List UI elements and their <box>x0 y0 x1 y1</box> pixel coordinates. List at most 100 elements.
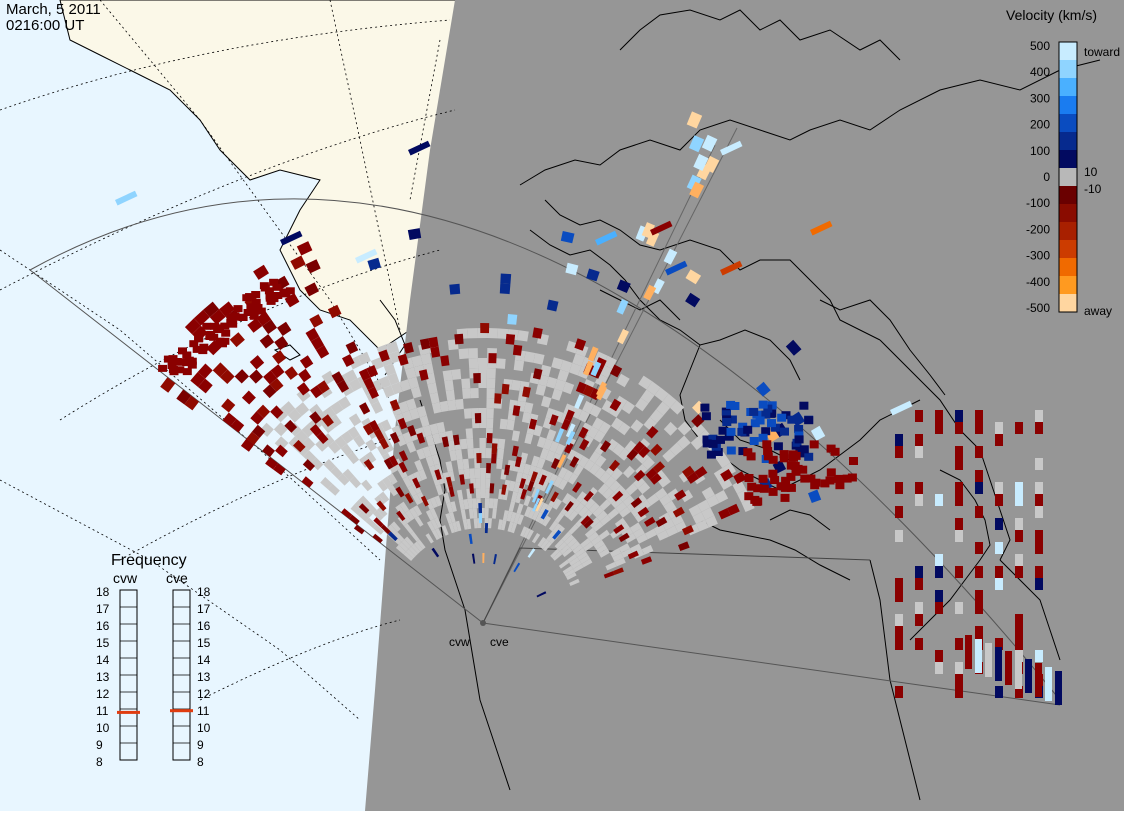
scatter-cell <box>449 512 456 523</box>
scatter-cell <box>1055 671 1062 705</box>
scatter-cell <box>584 498 596 510</box>
scatter-cell <box>229 332 245 348</box>
scatter-cell <box>935 422 943 434</box>
scatter-cell <box>616 279 631 293</box>
scatter-cell <box>559 544 570 555</box>
scatter-cell <box>389 350 402 364</box>
scatter-cell <box>373 510 384 521</box>
scatter-cell <box>533 353 545 365</box>
scatter-cell <box>465 428 473 439</box>
scatter-cell <box>788 453 798 462</box>
scatter-cell <box>662 449 676 463</box>
scatter-cell <box>533 424 543 437</box>
scatter-cell <box>353 524 365 535</box>
scatter-cell <box>401 539 412 549</box>
scatter-cell <box>434 469 442 481</box>
scatter-cell <box>485 448 492 459</box>
scatter-cell <box>460 438 468 450</box>
scatter-cell <box>504 464 511 476</box>
scatter-cell <box>834 474 844 483</box>
scatter-cell <box>406 441 417 453</box>
scatter-cell <box>450 501 457 512</box>
scatter-cell <box>636 533 648 544</box>
scatter-cell <box>512 344 523 356</box>
scatter-cell <box>363 459 375 471</box>
scatter-cell <box>749 407 759 416</box>
scatter-cell <box>1015 655 1022 689</box>
scatter-cell <box>399 379 411 392</box>
scatter-cell <box>594 455 607 468</box>
scatter-cell <box>701 507 715 520</box>
scatter-cell <box>975 410 983 422</box>
scatter-cell <box>404 492 414 504</box>
scatter-cell <box>531 455 540 467</box>
legend-color-segment <box>1059 132 1077 151</box>
frequency-tick-left: 16 <box>96 619 110 633</box>
scatter-cell <box>246 431 260 445</box>
scatter-cell <box>557 467 568 479</box>
scatter-cell <box>525 474 534 486</box>
scatter-cell <box>468 348 478 359</box>
scatter-cell <box>826 468 836 477</box>
scatter-cell <box>955 446 963 458</box>
scatter-cell <box>284 293 300 308</box>
scatter-cell <box>895 578 903 590</box>
scatter-cell <box>401 410 413 423</box>
scatter-cell <box>820 479 830 488</box>
scatter-cell <box>193 309 210 326</box>
scatter-cell <box>486 378 496 389</box>
scatter-cell <box>431 454 440 466</box>
scatter-cell <box>426 520 436 532</box>
scatter-cell <box>655 516 668 528</box>
scatter-cell <box>434 495 442 507</box>
scatter-cell <box>473 373 481 384</box>
scatter-cell <box>567 473 579 485</box>
scatter-cell <box>915 578 923 590</box>
legend-tick: 200 <box>1030 118 1050 132</box>
scatter-cell <box>394 531 405 542</box>
scatter-cell <box>327 304 342 319</box>
scatter-cell <box>737 427 747 436</box>
scatter-cell <box>622 465 636 479</box>
scatter-cell <box>480 323 490 334</box>
scatter-cell <box>614 557 626 567</box>
scatter-cell <box>955 482 963 494</box>
scatter-cell <box>513 481 521 493</box>
scatter-cell <box>184 395 199 411</box>
scatter-cell <box>428 444 438 456</box>
scatter-cell <box>558 559 570 569</box>
scatter-cell <box>595 230 618 246</box>
frequency-tick-left: 13 <box>96 670 110 684</box>
scatter-cell <box>488 353 497 364</box>
scatter-cell <box>955 638 963 650</box>
scatter-cell <box>213 325 223 333</box>
scatter-cell <box>115 190 138 206</box>
scatter-cell <box>441 436 450 448</box>
scatter-cell <box>915 482 923 494</box>
scatter-cell <box>501 484 507 495</box>
scatter-cell <box>568 510 579 522</box>
legend-tick: 500 <box>1030 39 1050 53</box>
scatter-cell <box>462 388 471 399</box>
scatter-cell <box>587 426 599 439</box>
scatter-cell <box>407 425 417 437</box>
scatter-cell <box>422 425 433 437</box>
scatter-cell <box>505 333 516 345</box>
scatter-cell <box>995 482 1003 494</box>
scatter-cell <box>259 334 275 349</box>
legend-color-segment <box>1059 240 1077 259</box>
scatter-cell <box>550 548 560 559</box>
scatter-cell <box>515 492 523 504</box>
scatter-cell <box>1035 663 1042 697</box>
scatter-cell <box>762 440 772 449</box>
scatter-cell <box>1035 542 1043 554</box>
scatter-cell <box>383 458 394 470</box>
scatter-cell <box>410 531 420 542</box>
scatter-cell <box>1015 566 1023 578</box>
scatter-cell <box>562 381 575 395</box>
scatter-cell <box>458 499 465 511</box>
scatter-cell <box>654 387 669 402</box>
scatter-cell <box>935 650 943 662</box>
scatter-cell <box>688 504 702 517</box>
scatter-cell <box>705 515 718 528</box>
